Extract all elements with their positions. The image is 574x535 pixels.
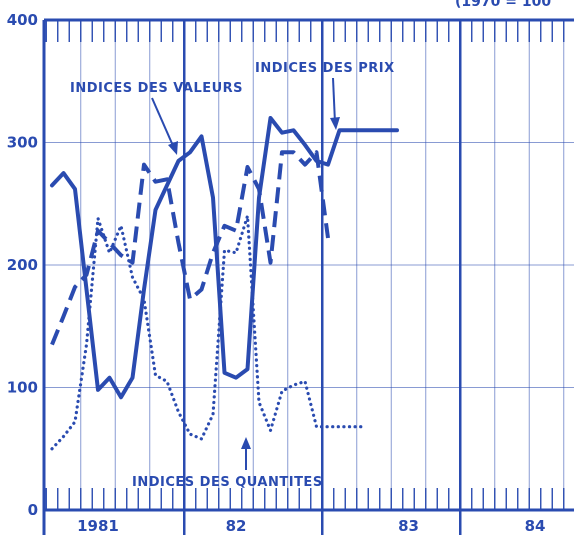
arrow-prix-head bbox=[330, 117, 340, 130]
y-tick-label: 0 bbox=[28, 501, 38, 519]
axis-layer bbox=[42, 18, 574, 535]
series-line-3 bbox=[50, 214, 365, 451]
series-line-2 bbox=[50, 150, 330, 346]
x-year-label: 82 bbox=[226, 517, 247, 535]
y-tick-label: 200 bbox=[7, 256, 38, 274]
label-layer: 0 100 200 300 400 1981 82 83 84 bbox=[7, 11, 546, 535]
arrow-valeurs-head bbox=[168, 141, 178, 155]
annotation-valeurs: INDICES DES VALEURS bbox=[70, 81, 243, 96]
annotation-quantites: INDICES DES QUANTITES bbox=[132, 475, 323, 490]
y-tick-label: 400 bbox=[7, 11, 38, 29]
arrow-valeurs bbox=[151, 97, 175, 149]
series-layer bbox=[50, 116, 399, 451]
grid-layer bbox=[44, 20, 574, 510]
arrow-prix bbox=[332, 77, 336, 124]
corner-note: (1970 = 100 bbox=[455, 0, 551, 10]
x-year-label: 1981 bbox=[77, 517, 119, 535]
arrow-quantites-head bbox=[241, 437, 251, 449]
annotation-prix: INDICES DES PRIX bbox=[255, 61, 395, 76]
y-tick-label: 100 bbox=[7, 379, 38, 397]
series-line-1 bbox=[50, 116, 399, 400]
x-year-label: 84 bbox=[525, 517, 546, 535]
x-year-label: 83 bbox=[398, 517, 419, 535]
y-tick-label: 300 bbox=[7, 134, 38, 152]
